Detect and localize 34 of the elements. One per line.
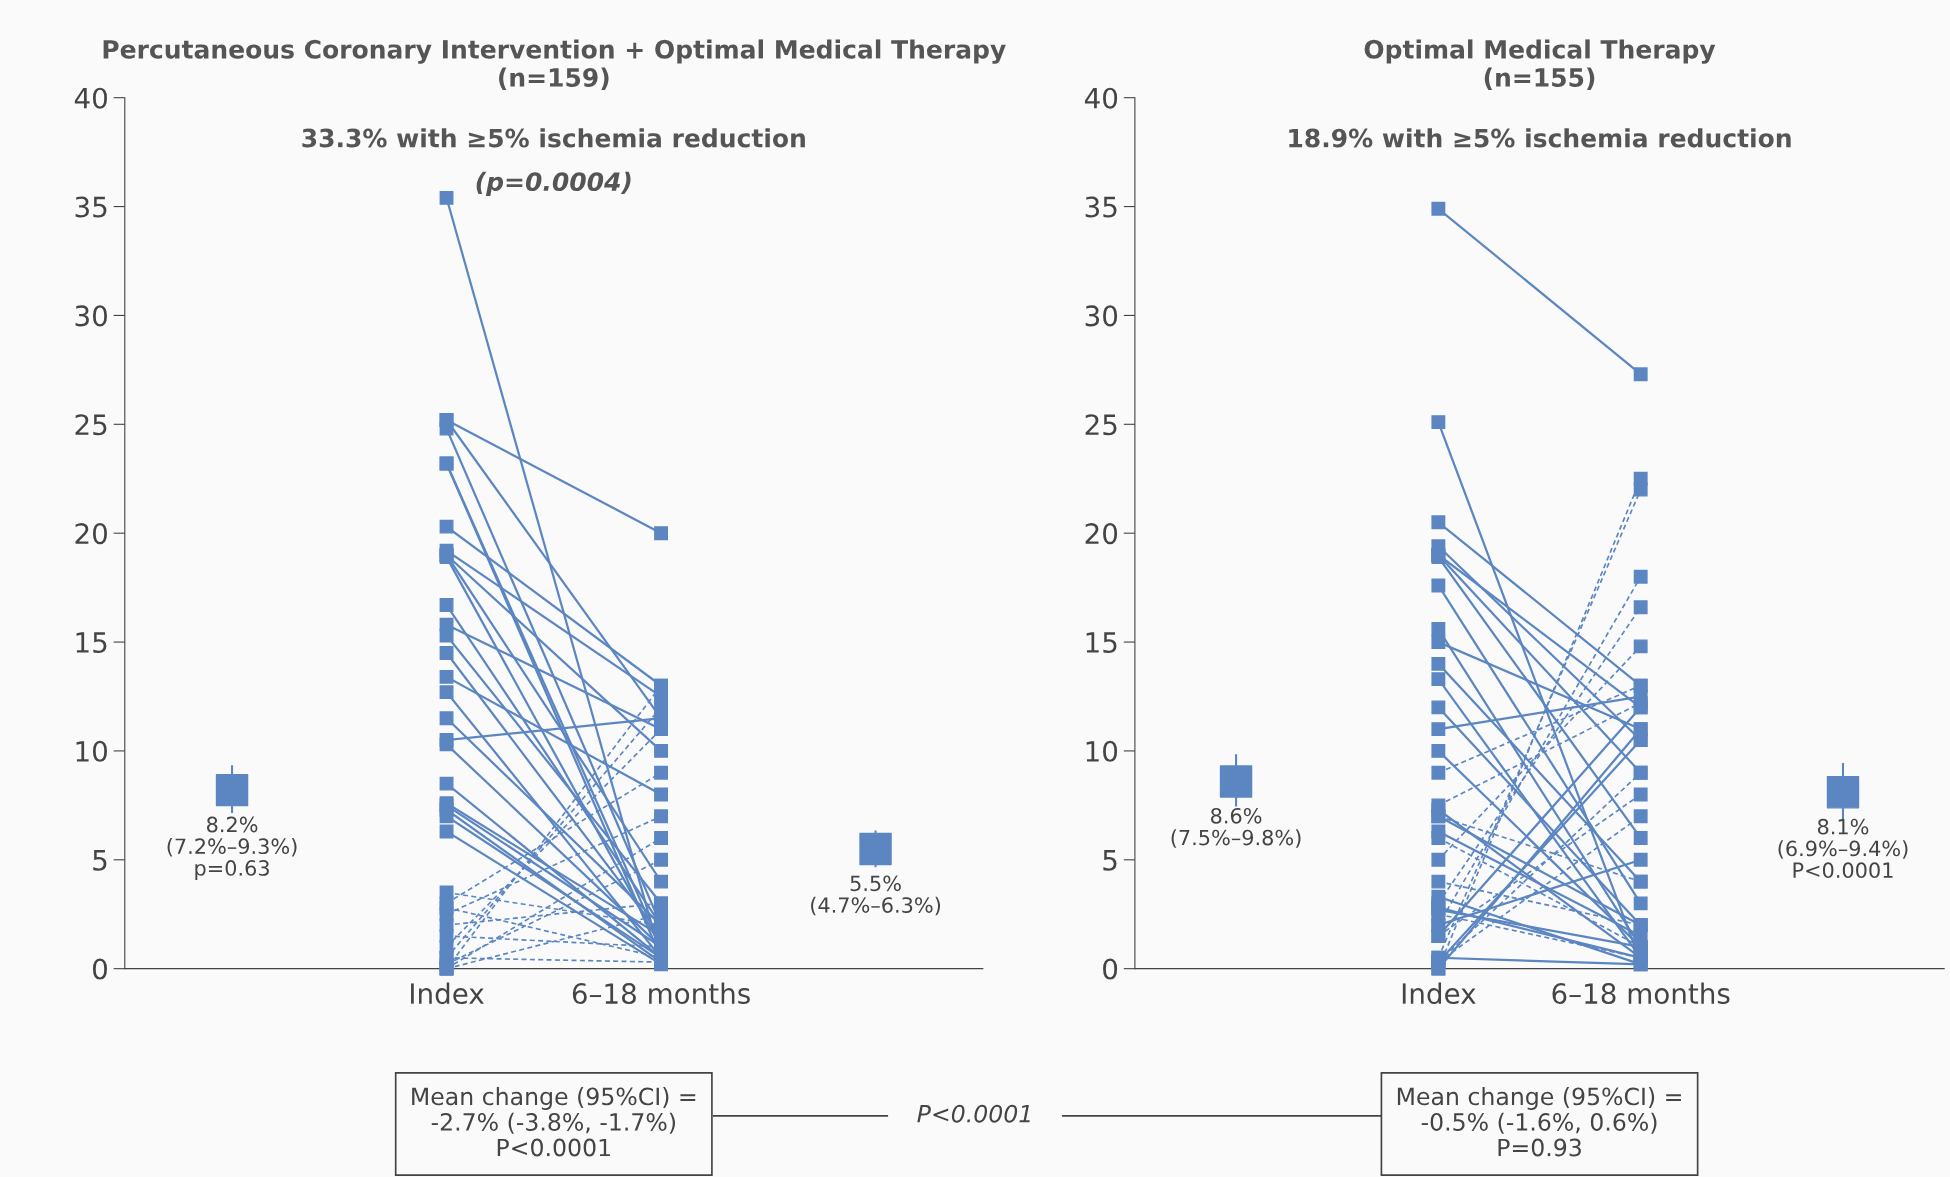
- chart-title: Optimal Medical Therapy (n=155): [1364, 39, 1716, 90]
- y-tick-label: 5: [93, 850, 107, 871]
- text: P<0.0001: [917, 1104, 1030, 1123]
- x-tick-label: 6–18 months: [572, 982, 750, 1005]
- x-tick-label: 6–18 months: [1552, 982, 1730, 1005]
- y-tick-label: 30: [1085, 305, 1118, 327]
- text: Mean change (95%CI) = -0.5% (-1.6%, 0.6%) P=0.93: [1397, 1087, 1681, 1157]
- y-tick-label: 40: [1084, 87, 1118, 109]
- y-tick-label: 25: [75, 414, 107, 436]
- y-tick-label: 5: [1103, 850, 1117, 871]
- y-tick-label: 10: [1086, 740, 1118, 762]
- y-tick-label: 35: [75, 196, 107, 218]
- data-label: 8.1% (6.9%–9.4%) P<0.0001: [1778, 818, 1908, 879]
- text: Mean change (95%CI) = -2.7% (-3.8%, -1.7%) P<0.0001: [412, 1087, 696, 1157]
- annotation: (p=0.0004): [476, 171, 631, 196]
- y-tick-label: 0: [1103, 958, 1118, 980]
- annotation: 33.3% with ≥5% ischemia reduction: [302, 128, 805, 148]
- data-label: 8.6% (7.5%–9.8%): [1171, 807, 1301, 848]
- y-tick-label: 30: [75, 305, 107, 327]
- x-tick-label: Index: [1402, 982, 1476, 1005]
- y-tick-label: 40: [74, 87, 107, 109]
- data-label: 5.5% (4.7%–6.3%): [811, 875, 941, 916]
- y-tick-label: 20: [75, 523, 107, 545]
- y-tick-label: 10: [76, 740, 107, 762]
- y-tick-label: 20: [1085, 523, 1118, 545]
- x-tick-label: Index: [411, 982, 484, 1005]
- chart-title: Percutaneous Coronary Intervention + Optimal Medical Therapy (n=159): [103, 39, 1006, 90]
- annotation: 18.9% with ≥5% ischemia reduction: [1289, 128, 1791, 148]
- y-tick-label: 15: [76, 632, 107, 653]
- data-label: 8.2% (7.2%–9.3%) p=0.63: [167, 816, 297, 880]
- y-tick-label: 25: [1085, 414, 1117, 436]
- y-tick-label: 15: [1086, 632, 1117, 653]
- y-tick-label: 35: [1085, 196, 1117, 218]
- y-tick-label: 0: [92, 958, 107, 980]
